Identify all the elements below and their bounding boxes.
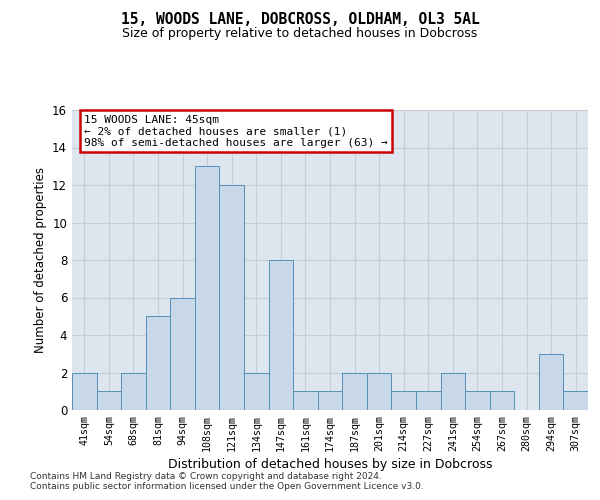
Bar bbox=[121, 372, 146, 410]
Bar bbox=[563, 391, 588, 410]
Bar bbox=[146, 316, 170, 410]
Bar bbox=[391, 391, 416, 410]
Bar bbox=[97, 391, 121, 410]
Text: 15, WOODS LANE, DOBCROSS, OLDHAM, OL3 5AL: 15, WOODS LANE, DOBCROSS, OLDHAM, OL3 5A… bbox=[121, 12, 479, 28]
Bar bbox=[244, 372, 269, 410]
Bar bbox=[367, 372, 391, 410]
Text: Size of property relative to detached houses in Dobcross: Size of property relative to detached ho… bbox=[122, 28, 478, 40]
Bar bbox=[220, 185, 244, 410]
Bar bbox=[170, 298, 195, 410]
Bar bbox=[416, 391, 440, 410]
Bar bbox=[72, 372, 97, 410]
X-axis label: Distribution of detached houses by size in Dobcross: Distribution of detached houses by size … bbox=[168, 458, 492, 471]
Bar bbox=[269, 260, 293, 410]
Bar bbox=[490, 391, 514, 410]
Text: 15 WOODS LANE: 45sqm
← 2% of detached houses are smaller (1)
98% of semi-detache: 15 WOODS LANE: 45sqm ← 2% of detached ho… bbox=[84, 114, 388, 148]
Bar bbox=[539, 354, 563, 410]
Bar bbox=[342, 372, 367, 410]
Bar bbox=[440, 372, 465, 410]
Bar bbox=[195, 166, 220, 410]
Bar bbox=[465, 391, 490, 410]
Bar bbox=[293, 391, 318, 410]
Text: Contains public sector information licensed under the Open Government Licence v3: Contains public sector information licen… bbox=[30, 482, 424, 491]
Bar bbox=[318, 391, 342, 410]
Y-axis label: Number of detached properties: Number of detached properties bbox=[34, 167, 47, 353]
Text: Contains HM Land Registry data © Crown copyright and database right 2024.: Contains HM Land Registry data © Crown c… bbox=[30, 472, 382, 481]
